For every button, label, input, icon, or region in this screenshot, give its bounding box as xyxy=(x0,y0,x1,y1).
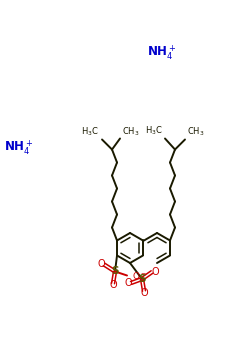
Text: CH$_3$: CH$_3$ xyxy=(122,125,140,138)
Text: H$_3$C: H$_3$C xyxy=(81,125,99,138)
Text: S: S xyxy=(111,266,119,277)
Text: CH$_3$: CH$_3$ xyxy=(187,125,204,138)
Text: S: S xyxy=(138,274,146,284)
Text: NH$_4^+$: NH$_4^+$ xyxy=(4,139,32,158)
Text: O$^-$: O$^-$ xyxy=(132,270,147,281)
Text: NH$_4^+$: NH$_4^+$ xyxy=(148,44,176,62)
Text: O: O xyxy=(124,278,132,288)
Text: H$_3$C: H$_3$C xyxy=(145,124,163,136)
Text: O: O xyxy=(109,280,117,290)
Text: O: O xyxy=(151,267,159,277)
Text: O: O xyxy=(97,259,105,270)
Text: O: O xyxy=(140,288,148,298)
